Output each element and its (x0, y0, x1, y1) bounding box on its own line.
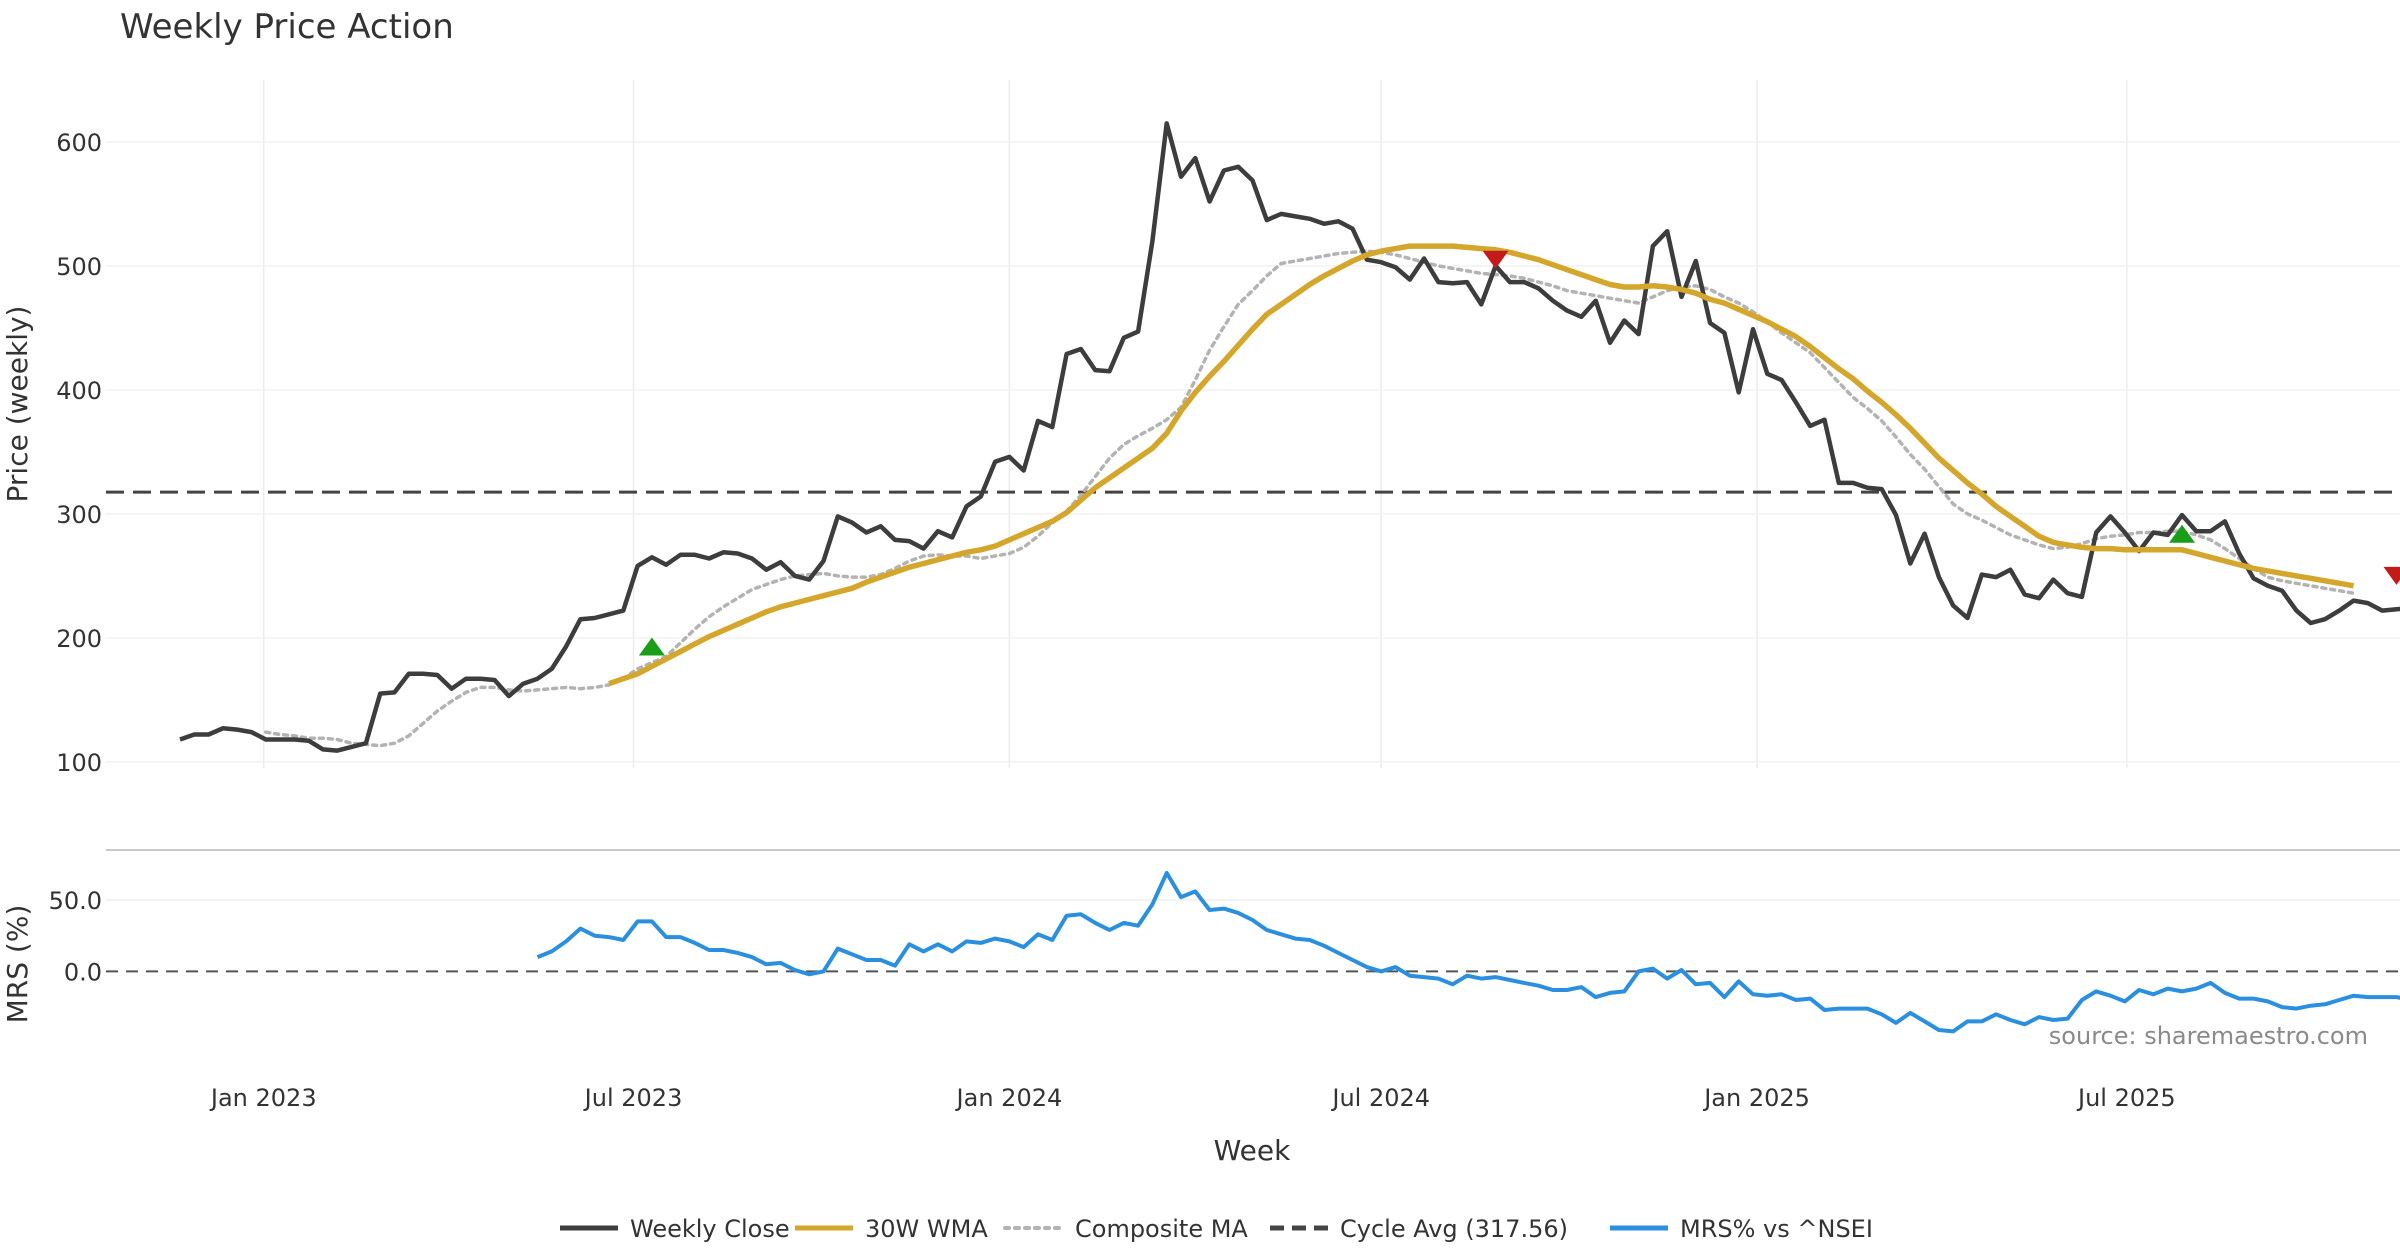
weekly-close-line (179, 121, 2400, 753)
chart-title: Weekly Price Action (120, 7, 454, 47)
x-tick-label: Jul 2025 (2076, 1084, 2176, 1112)
legend-label: Composite MA (1075, 1215, 1248, 1243)
buy-signal-marker (2169, 524, 2195, 543)
legend-label: Cycle Avg (317.56) (1340, 1215, 1568, 1243)
legend-entry: 30W WMA (795, 1215, 988, 1243)
mrs-series-group (536, 870, 2400, 1034)
legend-label: Weekly Close (630, 1215, 790, 1243)
legend: Weekly Close 30W WMA Composite MA Cycle Avg… (560, 1215, 1873, 1243)
price-y-ticks: 100 200 300 400 500 600 (56, 129, 102, 777)
price-y-tick-label: 500 (56, 253, 102, 281)
composite-ma-line (264, 249, 2356, 748)
mrs-y-axis-title: MRS (%) (1, 905, 34, 1024)
mrs-y-tick-label: 0.0 (64, 958, 102, 986)
legend-label: MRS% vs ^NSEI (1680, 1215, 1873, 1243)
source-annotation: source: sharemaestro.com (2049, 1022, 2368, 1050)
mrs-y-tick-label: 50.0 (49, 887, 102, 915)
legend-entry: Cycle Avg (317.56) (1270, 1215, 1568, 1243)
x-tick-label: Jan 2024 (955, 1084, 1063, 1112)
wma-30w-line (608, 243, 2355, 687)
mrs-y-ticks: 0.0 50.0 (49, 887, 102, 986)
price-y-tick-label: 300 (56, 501, 102, 529)
x-axis-ticks: Jan 2023 Jul 2023 Jan 2024 Jul 2024 Jan 2025… (209, 1084, 2176, 1112)
series-group (179, 121, 2400, 753)
legend-entry: Weekly Close (560, 1215, 790, 1243)
x-tick-label: Jan 2025 (1702, 1084, 1810, 1112)
buy-signal-marker (638, 637, 665, 656)
x-axis-title: Week (1214, 1134, 1291, 1167)
price-y-tick-label: 100 (56, 749, 102, 777)
sell-signal-marker (2383, 566, 2400, 585)
legend-entry: MRS% vs ^NSEI (1610, 1215, 1873, 1243)
cycle-avg-group (106, 490, 2400, 973)
x-tick-label: Jul 2023 (583, 1084, 683, 1112)
price-y-axis-title: Price (weekly) (1, 306, 34, 503)
price-y-tick-label: 600 (56, 129, 102, 157)
x-tick-label: Jan 2023 (209, 1084, 317, 1112)
sell-signal-marker (1482, 250, 1509, 269)
price-panel-grid (106, 80, 2400, 768)
legend-entry: Composite MA (1003, 1215, 1248, 1243)
legend-label: 30W WMA (865, 1215, 988, 1243)
price-y-tick-label: 200 (56, 625, 102, 653)
signal-markers (638, 250, 2400, 656)
x-tick-label: Jul 2024 (1330, 1084, 1430, 1112)
price-y-tick-label: 400 (56, 377, 102, 405)
mrs-line (536, 870, 2400, 1034)
